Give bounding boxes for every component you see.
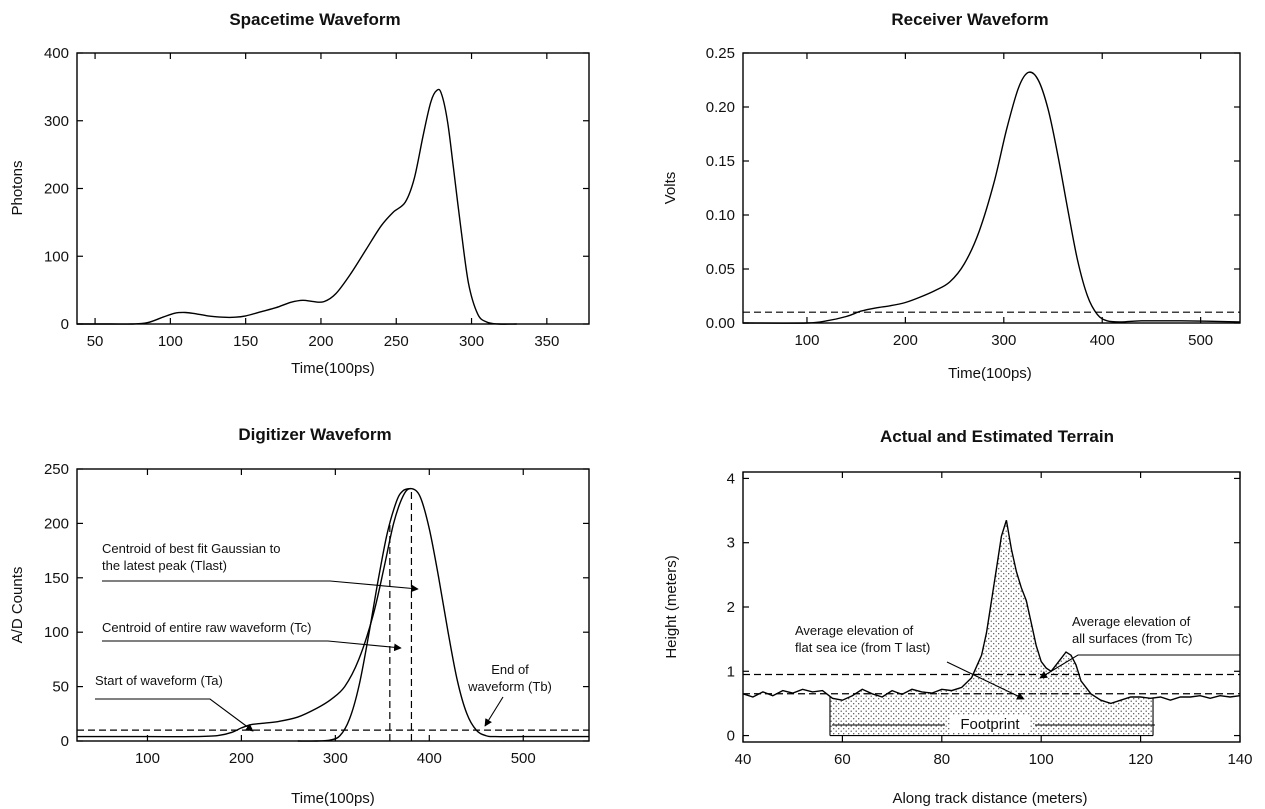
terrain-footprint-fill [829,520,1154,736]
ta-annotation: Start of waveform (Ta) [95,673,223,688]
x-tick-label-40: 40 [735,751,752,768]
tlast-leader-arrow [102,580,419,593]
y-tick-label-1: 0.05 [706,261,735,278]
y-tick-label-1: 1 [727,663,735,680]
terrain-x-ticks: 40 60 80 100 120 140 [735,472,1253,768]
tlast-annotation-line2: the latest peak (Tlast) [102,558,227,573]
y-tick-label-4: 400 [44,45,69,62]
x-tick-label-140: 140 [1227,751,1252,768]
x-tick-label-50: 50 [87,333,104,350]
spacetime-x-axis-label: Time(100ps) [291,360,375,377]
x-tick-label-400: 400 [417,750,442,767]
spacetime-plot-frame [76,52,590,325]
y-tick-label-2: 200 [44,181,69,198]
receiver-y-ticks: 0.00 0.05 0.10 0.15 0.20 0.25 [706,45,1240,332]
terrain-profile-line [742,519,1241,705]
y-tick-label-0: 0.00 [706,315,735,332]
flat-ice-leader-arrow [946,661,1025,700]
all-surfaces-leader-arrow [1039,654,1240,679]
x-tick-label-200: 200 [229,750,254,767]
x-tick-label-500: 500 [511,750,536,767]
y-tick-label-4: 200 [44,515,69,532]
x-tick-label-100: 100 [135,750,160,767]
x-tick-label-120: 120 [1128,751,1153,768]
flat-ice-annotation-line2: flat sea ice (from T last) [795,640,930,655]
all-surfaces-annotation-line1: Average elevation of [1072,614,1191,629]
tc-annotation: Centroid of entire raw waveform (Tc) [102,620,312,635]
spacetime-waveform-title: Spacetime Waveform [229,10,400,29]
spacetime-x-ticks: 50 100 150 200 250 300 350 [87,53,559,350]
flat-ice-annotation-line1: Average elevation of [795,623,914,638]
tc-leader-arrow [102,640,402,652]
footprint-label: Footprint [960,716,1020,733]
x-tick-label-300: 300 [323,750,348,767]
digitizer-y-axis-label: A/D Counts [9,567,26,644]
y-tick-label-0: 0 [61,733,69,750]
x-tick-label-400: 400 [1090,332,1115,349]
ta-leader-arrow [95,698,254,732]
x-tick-label-150: 150 [233,333,258,350]
terrain-x-axis-label: Along track distance (meters) [892,790,1087,807]
tlast-annotation-line1: Centroid of best fit Gaussian to [102,541,280,556]
receiver-x-ticks: 100 200 300 400 500 [794,53,1213,349]
x-tick-label-200: 200 [308,333,333,350]
y-tick-label-3: 150 [44,570,69,587]
footprint-boundary [829,696,1154,737]
x-tick-label-100: 100 [1029,751,1054,768]
y-tick-label-2: 0.10 [706,207,735,224]
y-tick-label-2: 100 [44,624,69,641]
digitizer-waveform-title: Digitizer Waveform [238,425,391,444]
y-tick-label-4: 4 [727,470,735,487]
spacetime-y-ticks: 0 100 200 300 400 [44,45,589,333]
digitizer-waveform-panel: Digitizer Waveform 100 200 300 400 500 0 50 10… [9,425,590,807]
x-tick-label-100: 100 [158,333,183,350]
receiver-x-axis-label: Time(100ps) [948,365,1032,382]
x-tick-label-80: 80 [933,751,950,768]
y-tick-label-0: 0 [727,728,735,745]
y-tick-label-5: 250 [44,461,69,478]
spacetime-photons-line [77,88,517,325]
x-tick-label-60: 60 [834,751,851,768]
receiver-volts-line [742,71,1241,324]
receiver-waveform-title: Receiver Waveform [891,10,1048,29]
y-tick-label-3: 0.15 [706,153,735,170]
digitizer-x-ticks: 100 200 300 400 500 [135,469,536,767]
x-tick-label-250: 250 [384,333,409,350]
digitizer-x-axis-label: Time(100ps) [291,790,375,807]
spacetime-y-axis-label: Photons [9,160,26,215]
digitizer-y-ticks: 0 50 100 150 200 250 [44,461,589,750]
terrain-y-axis-label: Height (meters) [663,555,680,658]
y-tick-label-3: 3 [727,535,735,552]
terrain-title: Actual and Estimated Terrain [880,427,1114,446]
y-tick-label-1: 100 [44,248,69,265]
x-tick-label-350: 350 [534,333,559,350]
gaussian-fit-line [297,487,411,742]
y-tick-label-1: 50 [52,679,69,696]
x-tick-label-500: 500 [1188,332,1213,349]
tb-annotation-line1: End of [491,662,529,677]
receiver-y-axis-label: Volts [662,172,679,205]
x-tick-label-300: 300 [991,332,1016,349]
footprint-label-box [950,715,1030,733]
y-tick-label-3: 300 [44,113,69,130]
y-tick-label-2: 2 [727,599,735,616]
tb-leader-arrow [484,696,504,727]
x-tick-label-200: 200 [893,332,918,349]
tb-annotation-line2: waveform (Tb) [467,679,552,694]
terrain-panel: Actual and Estimated Terrain 40 60 80 100 12… [663,427,1253,807]
terrain-y-ticks: 0 1 2 3 4 [727,470,1240,745]
receiver-plot-frame [742,52,1241,324]
digitizer-plot-frame [76,468,590,742]
y-tick-label-4: 0.20 [706,99,735,116]
y-tick-label-0: 0 [61,316,69,333]
receiver-waveform-panel: Receiver Waveform 100 200 300 400 500 0.000.… [662,10,1241,382]
x-tick-label-300: 300 [459,333,484,350]
spacetime-waveform-panel: Spacetime Waveform 50 100 150 200 250 300 350 … [9,10,590,377]
x-tick-label-100: 100 [794,332,819,349]
all-surfaces-annotation-line2: all surfaces (from Tc) [1072,631,1192,646]
raw-waveform-line [77,487,589,738]
y-tick-label-5: 0.25 [706,45,735,62]
